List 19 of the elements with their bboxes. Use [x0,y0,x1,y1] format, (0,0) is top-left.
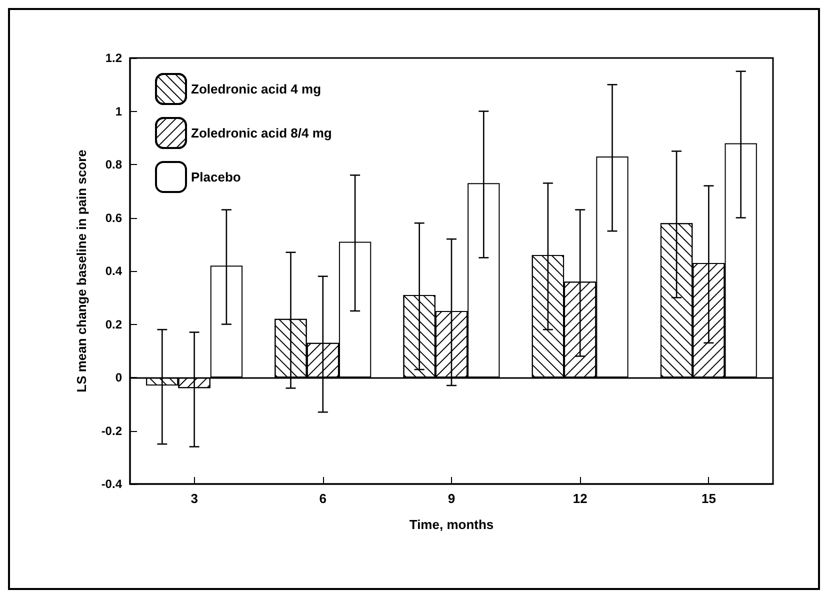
x-tick-label: 12 [572,491,588,506]
x-axis-title: Time, months [409,517,494,532]
y-tick-label: 0.4 [105,264,122,278]
y-tick-label: -0.4 [101,477,122,491]
x-tick-label: 9 [448,491,456,506]
y-tick-label: 0.2 [105,317,122,332]
legend-label: Zoledronic acid 4 mg [191,82,322,96]
y-tick-label: -0.2 [101,424,122,438]
x-tick-label: 15 [701,491,716,506]
y-tick-label: 0.8 [105,158,122,172]
legend-label: Zoledronic acid 8/4 mg [191,126,332,140]
legend-label: Placebo [191,170,241,184]
y-tick-label: 0 [115,370,122,384]
x-tick-label: 3 [190,491,198,506]
y-tick-label: 1 [115,104,122,118]
y-tick-label: 1.2 [105,51,122,65]
y-axis-title: LS mean change baseline in pain score [74,150,89,392]
y-tick-label: 0.6 [105,210,122,225]
x-tick-label: 6 [319,491,327,506]
